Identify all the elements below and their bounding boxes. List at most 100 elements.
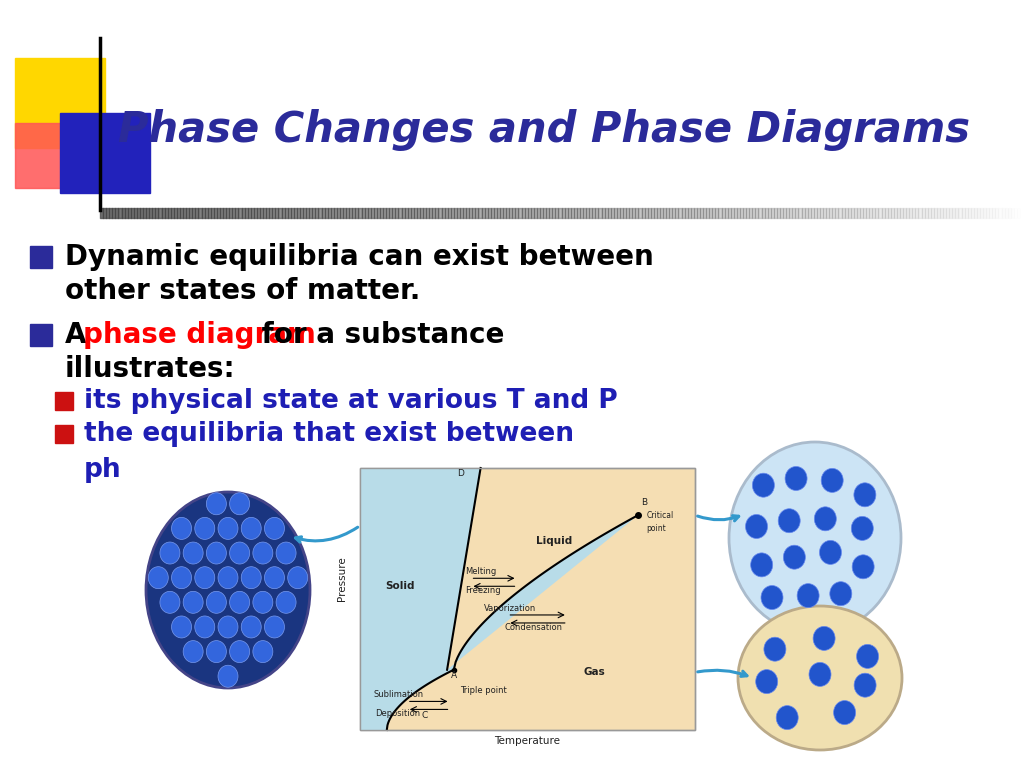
Ellipse shape	[797, 584, 819, 607]
Ellipse shape	[854, 483, 876, 507]
Ellipse shape	[276, 591, 296, 614]
Ellipse shape	[253, 591, 272, 614]
Ellipse shape	[856, 644, 879, 668]
Ellipse shape	[218, 616, 238, 638]
Bar	[30, 246, 52, 268]
Text: Critical: Critical	[646, 511, 674, 520]
Ellipse shape	[195, 567, 215, 589]
Ellipse shape	[195, 518, 215, 539]
Text: Melting: Melting	[466, 568, 497, 576]
Ellipse shape	[172, 616, 191, 638]
Ellipse shape	[183, 542, 203, 564]
Ellipse shape	[172, 518, 191, 539]
Ellipse shape	[854, 674, 877, 697]
Ellipse shape	[819, 541, 842, 564]
Ellipse shape	[764, 637, 785, 661]
Ellipse shape	[183, 591, 203, 614]
Bar	[55, 425, 73, 443]
Ellipse shape	[148, 567, 168, 589]
Bar	[55, 392, 73, 410]
Text: Freezing: Freezing	[466, 586, 501, 595]
Ellipse shape	[829, 581, 852, 606]
Ellipse shape	[160, 542, 180, 564]
Ellipse shape	[729, 442, 901, 634]
Text: Vaporization: Vaporization	[484, 604, 537, 613]
Ellipse shape	[753, 473, 774, 497]
Ellipse shape	[776, 706, 798, 730]
Text: C: C	[422, 711, 428, 720]
Text: Deposition: Deposition	[375, 710, 420, 718]
Text: Gas: Gas	[584, 667, 605, 677]
Ellipse shape	[253, 641, 272, 663]
Ellipse shape	[783, 545, 805, 569]
Polygon shape	[360, 468, 638, 730]
Bar	[15, 58, 105, 148]
Ellipse shape	[821, 468, 843, 492]
Ellipse shape	[207, 542, 226, 564]
Text: Liquid: Liquid	[537, 536, 572, 546]
Ellipse shape	[242, 616, 261, 638]
Text: point: point	[646, 524, 667, 533]
Ellipse shape	[785, 466, 807, 491]
Ellipse shape	[253, 542, 272, 564]
Ellipse shape	[852, 554, 874, 579]
Ellipse shape	[288, 567, 307, 589]
Bar	[360, 468, 695, 730]
Ellipse shape	[778, 508, 800, 533]
Bar	[60, 113, 150, 193]
Ellipse shape	[229, 641, 250, 663]
Ellipse shape	[146, 492, 310, 688]
Ellipse shape	[195, 616, 215, 638]
Ellipse shape	[756, 670, 777, 694]
Ellipse shape	[738, 606, 902, 750]
Ellipse shape	[229, 591, 250, 614]
Text: Condensation: Condensation	[504, 623, 562, 632]
Ellipse shape	[745, 515, 768, 538]
Text: Solid: Solid	[385, 581, 415, 591]
Text: phase diagram: phase diagram	[83, 321, 315, 349]
Text: Phase Changes and Phase Diagrams: Phase Changes and Phase Diagrams	[118, 109, 970, 151]
Text: A: A	[65, 321, 96, 349]
Ellipse shape	[809, 662, 831, 687]
Text: ph: ph	[84, 457, 122, 483]
Ellipse shape	[172, 567, 191, 589]
Bar	[15, 123, 80, 188]
Ellipse shape	[218, 518, 238, 539]
Text: Dynamic equilibria can exist between: Dynamic equilibria can exist between	[65, 243, 653, 271]
Text: the equilibria that exist between: the equilibria that exist between	[84, 421, 574, 447]
Text: other states of matter.: other states of matter.	[65, 277, 421, 305]
Text: D: D	[457, 468, 464, 478]
Ellipse shape	[229, 493, 250, 515]
Ellipse shape	[276, 542, 296, 564]
Ellipse shape	[264, 518, 285, 539]
Ellipse shape	[813, 627, 836, 650]
Text: illustrates:: illustrates:	[65, 355, 236, 383]
Ellipse shape	[183, 641, 203, 663]
Ellipse shape	[229, 542, 250, 564]
Text: Pressure: Pressure	[337, 556, 347, 601]
Ellipse shape	[218, 665, 238, 687]
Ellipse shape	[207, 641, 226, 663]
Ellipse shape	[207, 493, 226, 515]
Ellipse shape	[264, 616, 285, 638]
Text: A: A	[451, 670, 457, 680]
Ellipse shape	[851, 516, 873, 541]
Text: Triple point: Triple point	[461, 687, 507, 695]
Text: its physical state at various T and P: its physical state at various T and P	[84, 388, 617, 414]
Ellipse shape	[751, 553, 773, 577]
Ellipse shape	[814, 507, 837, 531]
Text: for a substance: for a substance	[252, 321, 505, 349]
Bar	[30, 324, 52, 346]
Ellipse shape	[834, 700, 856, 724]
Ellipse shape	[761, 585, 783, 610]
Ellipse shape	[160, 591, 180, 614]
Ellipse shape	[242, 567, 261, 589]
Ellipse shape	[218, 567, 238, 589]
Ellipse shape	[264, 567, 285, 589]
Ellipse shape	[242, 518, 261, 539]
Text: Sublimation: Sublimation	[374, 690, 424, 700]
Ellipse shape	[207, 591, 226, 614]
Text: B: B	[641, 498, 647, 507]
Text: Temperature: Temperature	[495, 736, 560, 746]
Bar	[360, 468, 695, 730]
